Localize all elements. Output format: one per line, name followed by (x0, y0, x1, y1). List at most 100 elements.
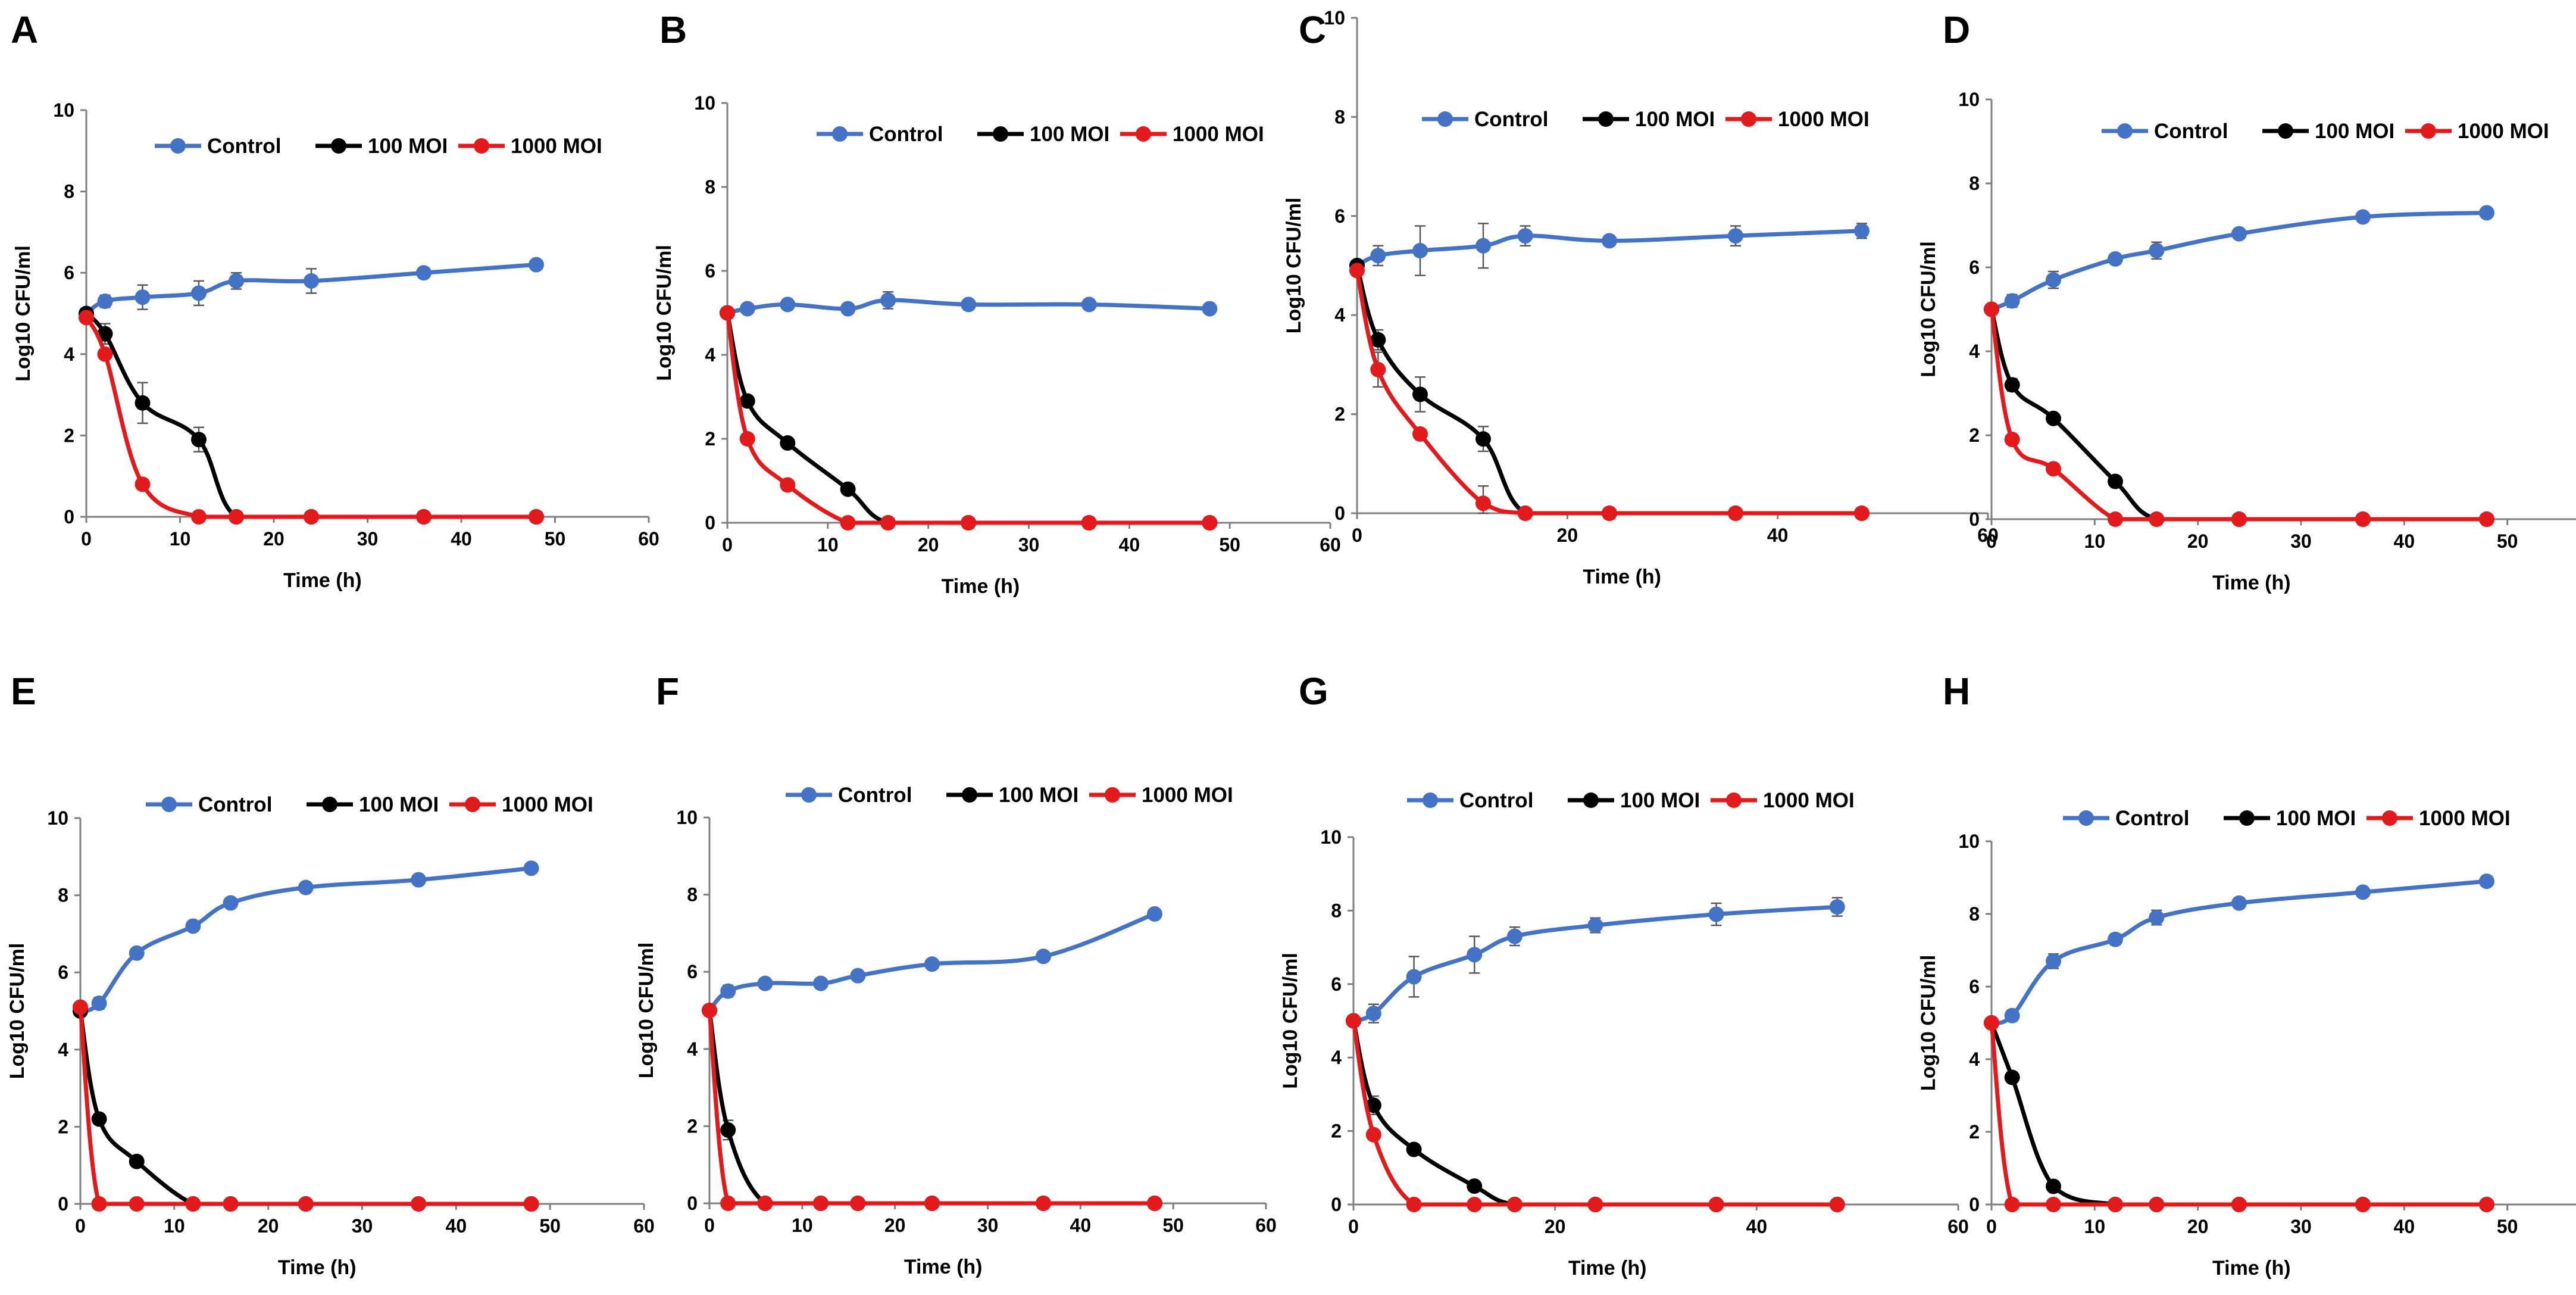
y-tick-label: 0 (1334, 503, 1345, 524)
data-point-control (229, 273, 244, 289)
data-point-1000-moi (2004, 1197, 2020, 1212)
data-point-control (850, 968, 866, 984)
series-line-100-moi (725, 312, 1210, 525)
x-tick-label: 40 (451, 528, 472, 550)
legend-marker-control (1437, 111, 1453, 127)
data-point-100-moi (2004, 377, 2020, 393)
data-point-control (840, 301, 856, 317)
data-point-100-moi (2046, 1178, 2061, 1194)
data-point-1000-moi (850, 1196, 866, 1211)
data-point-1000-moi (1984, 1015, 1999, 1031)
series-line-100-moi (85, 311, 536, 519)
y-tick-label: 6 (64, 262, 74, 283)
legend-label-control: Control (2115, 807, 2189, 830)
data-point-control (1370, 248, 1386, 264)
series-line-100-moi (1355, 265, 1862, 516)
legend-label-1000-moi: 1000 MOI (2458, 120, 2549, 143)
legend-label-control: Control (1459, 789, 1533, 812)
data-point-1000-moi (2355, 1197, 2371, 1212)
legend-label-control: Control (1474, 108, 1548, 131)
data-point-100-moi (840, 481, 856, 497)
y-tick-label: 8 (64, 181, 74, 202)
legend-marker-1000-moi (474, 138, 489, 154)
y-tick-label: 8 (705, 176, 715, 198)
series-line-1000-moi (707, 1010, 1155, 1206)
legend-label-100-moi: 100 MOI (2315, 120, 2394, 143)
y-tick-label: 0 (1969, 508, 1980, 530)
chart-panel-e: E 0 2 4 6 8 10 0 10 20 30 40 50 60 Time (h) Log10 CFU/m… (6, 670, 655, 1279)
data-point-1000-moi (780, 477, 796, 493)
data-point-control (1147, 906, 1162, 922)
legend-marker-1000-moi (2421, 123, 2436, 139)
y-tick-label: 6 (1331, 973, 1342, 995)
x-tick-label: 40 (1767, 525, 1789, 546)
data-point-control (2479, 873, 2494, 890)
x-tick-label: 30 (352, 1215, 373, 1237)
series-line-1000-moi (1989, 308, 2487, 522)
y-tick-label: 2 (1969, 1121, 1980, 1143)
data-point-1000-moi (416, 509, 432, 525)
series-line-1000-moi (1351, 1020, 1837, 1207)
data-point-1000-moi (1829, 1197, 1845, 1212)
data-point-control (1475, 238, 1491, 254)
y-tick-label: 6 (1969, 976, 1980, 997)
chart-panel-f: F 0 2 4 6 8 10 0 10 20 30 40 50 60 Time (h) Log10 CFU/m… (635, 670, 1277, 1278)
y-tick-label: 4 (1969, 1049, 1980, 1070)
data-point-100-moi (2046, 410, 2061, 426)
legend-marker-1000-moi (1726, 792, 1742, 808)
legend-label-1000-moi: 1000 MOI (2419, 807, 2511, 830)
x-tick-label: 10 (792, 1215, 813, 1236)
data-point-control (223, 895, 239, 911)
data-point-1000-moi (1506, 1197, 1523, 1212)
x-tick-label: 40 (446, 1215, 467, 1237)
data-point-control (523, 860, 539, 876)
data-point-1000-moi (411, 1196, 427, 1212)
x-tick-label: 10 (2084, 531, 2106, 552)
data-point-control (2108, 251, 2123, 267)
data-point-control (1202, 301, 1218, 317)
panel-letter: C (1299, 8, 1326, 51)
legend-label-control: Control (838, 784, 912, 807)
panel-letter: D (1943, 8, 1970, 51)
data-point-100-moi (129, 1153, 145, 1169)
y-tick-label: 6 (58, 962, 68, 983)
y-axis-title: Log10 CFU/ml (653, 245, 676, 381)
data-point-1000-moi (2149, 511, 2165, 527)
data-point-1000-moi (185, 1196, 201, 1212)
legend-label-1000-moi: 1000 MOI (1763, 789, 1855, 812)
data-point-control (1036, 948, 1051, 965)
data-point-1000-moi (720, 305, 735, 321)
data-point-control (1412, 243, 1428, 259)
data-point-1000-moi (1467, 1197, 1483, 1212)
y-tick-label: 0 (687, 1193, 698, 1214)
x-tick-label: 60 (1977, 525, 1999, 546)
y-tick-label: 8 (1331, 900, 1342, 921)
x-tick-label: 20 (2187, 1216, 2209, 1237)
legend-marker-1000-moi (1136, 126, 1151, 142)
x-axis-title: Time (h) (942, 575, 1020, 598)
chart-panel-h: H 0 2 4 6 8 10 0 10 20 30 40 50 60 Time (h) Log10 CFU/m… (1917, 670, 2576, 1280)
x-tick-label: 0 (1986, 531, 1997, 552)
legend-label-control: Control (198, 793, 272, 816)
y-tick-label: 0 (58, 1193, 68, 1215)
y-tick-label: 10 (53, 99, 74, 121)
y-tick-label: 8 (1969, 173, 1980, 194)
data-point-1000-moi (223, 1196, 239, 1212)
data-point-1000-moi (529, 509, 544, 525)
data-point-1000-moi (1346, 1013, 1361, 1029)
legend-label-control: Control (207, 135, 281, 158)
y-tick-label: 10 (1324, 7, 1345, 29)
legend-label-1000-moi: 1000 MOI (511, 135, 602, 158)
legend-marker-control (2078, 810, 2094, 826)
y-tick-label: 0 (1331, 1194, 1342, 1215)
data-point-control (298, 879, 314, 895)
x-tick-label: 60 (1320, 534, 1341, 556)
x-axis-title: Time (h) (2212, 1257, 2291, 1280)
data-point-control (416, 265, 432, 281)
legend-label-100-moi: 100 MOI (1030, 123, 1109, 146)
data-point-1000-moi (2479, 1197, 2494, 1212)
data-point-control (1365, 1006, 1381, 1022)
data-point-control (880, 292, 896, 308)
x-tick-label: 30 (357, 528, 379, 550)
